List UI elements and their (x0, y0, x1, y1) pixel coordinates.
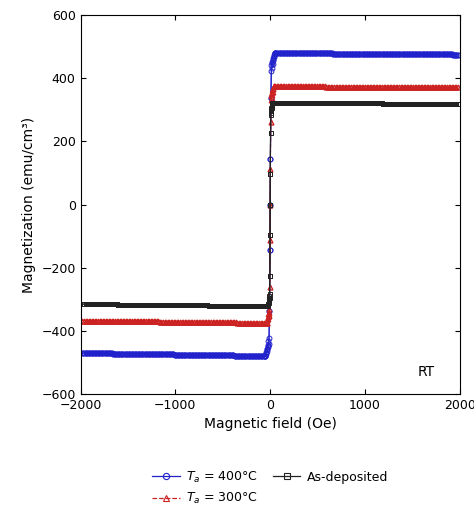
Y-axis label: Magnetization (emu/cm³): Magnetization (emu/cm³) (22, 117, 36, 292)
X-axis label: Magnetic field (Oe): Magnetic field (Oe) (204, 417, 337, 431)
Legend: $T_a$ = 400$\degree$C, $T_a$ = 300$\degree$C, As-deposited: $T_a$ = 400$\degree$C, $T_a$ = 300$\degr… (147, 465, 393, 505)
Text: RT: RT (418, 365, 435, 379)
